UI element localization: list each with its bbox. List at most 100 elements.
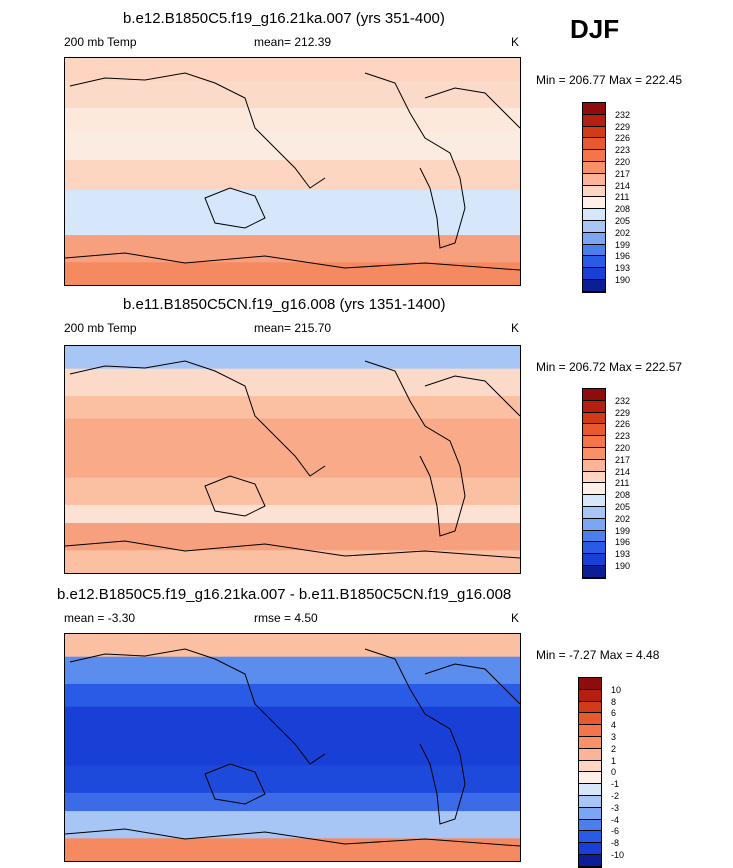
colorbar-tick-label: 196 — [615, 537, 631, 548]
colorbar-tick-label: -1 — [611, 779, 620, 790]
panel-2-units: K — [511, 321, 520, 335]
colorbar-tick-label: 217 — [615, 168, 631, 179]
panel-1-map — [64, 57, 521, 286]
colorbar-swatch — [583, 232, 605, 245]
coastline — [364, 72, 466, 249]
coastline — [65, 540, 520, 559]
colorbar-tick-label: 4 — [611, 720, 617, 731]
panel-3-mean: mean = -3.30 — [64, 611, 136, 625]
colorbar-swatch — [583, 471, 605, 484]
panel-1-map-svg — [65, 58, 520, 285]
colorbar-swatch — [579, 736, 601, 749]
map-contour-band — [65, 235, 520, 264]
colorbar-tick-label: 3 — [611, 732, 617, 742]
colorbar-tick-label: 202 — [615, 513, 631, 524]
map-contour-band — [65, 811, 520, 840]
colorbar-swatch — [583, 268, 605, 280]
map-contour-band — [65, 523, 520, 552]
colorbar-tick-label: 229 — [615, 407, 631, 418]
colorbar-swatch — [579, 843, 601, 855]
panel-1-mean: mean= 212.39 — [254, 35, 332, 49]
colorbar-swatch — [583, 389, 605, 401]
colorbar-tick-label: 232 — [615, 395, 631, 406]
colorbar-swatch — [583, 530, 605, 543]
colorbar-swatch — [583, 209, 605, 221]
colorbar-swatch — [579, 795, 601, 808]
colorbar-swatch — [583, 436, 605, 448]
coastline — [424, 87, 520, 129]
map-contour-band — [65, 107, 520, 132]
colorbar-swatch — [579, 854, 601, 867]
colorbar-swatch — [579, 772, 601, 785]
panel-1-left-label: 200 mb Temp — [64, 35, 137, 49]
panel-1-units: K — [511, 35, 520, 49]
colorbar-tick-label: 223 — [615, 431, 631, 442]
colorbar-swatch — [583, 565, 605, 578]
colorbar-swatch — [579, 807, 601, 820]
season-label: DJF — [570, 14, 620, 44]
colorbar-tick-label: -6 — [611, 826, 620, 837]
colorbar-tick-label: 226 — [615, 133, 631, 144]
colorbar-tick-label: -3 — [611, 802, 620, 813]
panel-3-colorbar: 10 8 6 4 3 2 1 0 -1 -2 -3 -4 -6 -8 -10 — [578, 677, 624, 868]
coastline — [69, 648, 326, 765]
colorbar-tick-label: 211 — [615, 478, 630, 489]
colorbar-tick-label: -4 — [611, 814, 620, 825]
colorbar-swatch — [583, 173, 605, 186]
colorbar-tick-label: 223 — [615, 145, 631, 156]
colorbar-swatch — [579, 784, 601, 796]
colorbar-swatch — [583, 400, 605, 413]
colorbar-swatch — [583, 412, 605, 425]
colorbar-swatch — [583, 256, 605, 269]
colorbar-swatch — [579, 725, 601, 737]
panel-2-minmax: Min = 206.72 Max = 222.57 — [536, 360, 683, 374]
colorbar-swatch — [583, 542, 605, 555]
panel-3-minmax: Min = -7.27 Max = 4.48 — [536, 648, 660, 662]
panel-2-title: b.e11.B1850C5CN.f19_g16.008 (yrs 1351-14… — [123, 296, 446, 313]
colorbar-swatch — [583, 161, 605, 174]
panel-2-map — [64, 345, 521, 574]
map-contour-band — [65, 550, 520, 573]
colorbar-swatch — [579, 713, 601, 726]
colorbar-tick-label: 193 — [615, 549, 631, 560]
colorbar-tick-label: 193 — [615, 263, 631, 274]
colorbar-swatch — [583, 459, 605, 472]
coastline — [204, 187, 266, 229]
colorbar-tick-label: 190 — [615, 561, 631, 571]
colorbar-tick-label: 214 — [615, 466, 631, 477]
map-contour-band — [65, 448, 520, 479]
coastline — [69, 360, 326, 477]
colorbar-swatch — [583, 279, 605, 292]
colorbar-tick-label: 2 — [611, 743, 617, 754]
panel-1-title: b.e12.B1850C5.f19_g16.21ka.007 (yrs 351-… — [123, 10, 445, 27]
colorbar-swatch — [583, 244, 605, 257]
map-contour-band — [65, 418, 520, 450]
colorbar-tick-label: 6 — [611, 708, 617, 719]
colorbar-tick-label: 208 — [615, 490, 631, 501]
map-contour-band — [65, 395, 520, 420]
map-contour-band — [65, 346, 520, 370]
coastline — [364, 648, 466, 825]
colorbar-swatch — [583, 150, 605, 162]
colorbar-swatch — [583, 185, 605, 198]
panel-3-title: b.e12.B1850C5.f19_g16.21ka.007 - b.e11.B… — [57, 586, 512, 603]
map-contour-band — [65, 792, 520, 813]
colorbar-tick-label: 217 — [615, 454, 631, 465]
map-contour-band — [65, 706, 520, 738]
colorbar-swatch — [583, 554, 605, 566]
panel-3-units: K — [511, 611, 520, 625]
colorbar-swatch — [583, 447, 605, 460]
map-contour-band — [65, 368, 520, 397]
colorbar-tick-label: 196 — [615, 251, 631, 262]
colorbar-tick-label: 190 — [615, 275, 631, 285]
colorbar-swatch — [583, 506, 605, 519]
panel-2-map-svg — [65, 346, 520, 573]
panel-3-map — [64, 633, 521, 862]
panel-1-minmax: Min = 206.77 Max = 222.45 — [536, 73, 683, 87]
colorbar-swatch — [583, 495, 605, 507]
colorbar-tick-label: 199 — [615, 525, 631, 536]
colorbar-tick-label: 0 — [611, 767, 617, 778]
colorbar-tick-label: 229 — [615, 121, 631, 132]
colorbar-tick-label: -8 — [611, 838, 620, 849]
colorbar-swatch — [579, 689, 601, 702]
